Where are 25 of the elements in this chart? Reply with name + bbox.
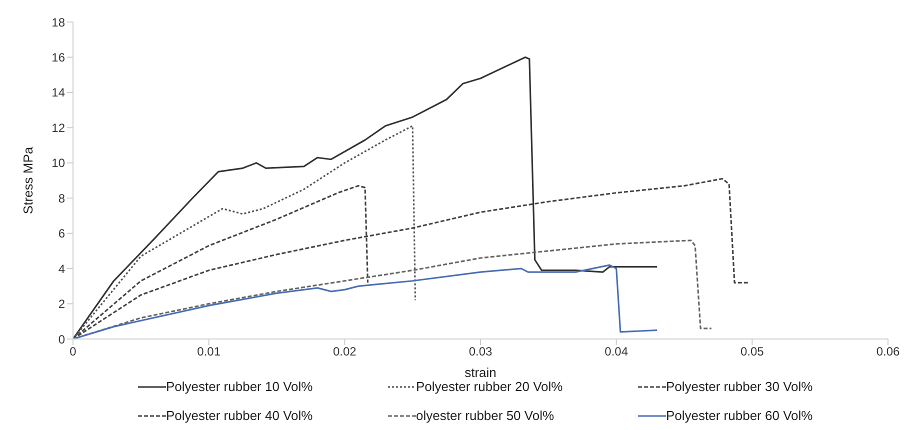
y-tick-label: 16	[52, 50, 66, 64]
legend-label: Polyester rubber 40 Vol%	[166, 408, 313, 423]
y-tick-label: 10	[52, 156, 66, 170]
y-axis-title: Stress MPa	[20, 146, 36, 214]
x-tick-label: 0.01	[197, 344, 221, 359]
x-tick-label: 0.06	[876, 344, 900, 359]
legend-label: Polyester rubber 60 Vol%	[666, 408, 813, 423]
y-tick-label: 14	[52, 86, 66, 100]
y-tick-label: 8	[58, 191, 66, 206]
y-tick-label: 4	[58, 262, 66, 276]
legend-label: Polyester rubber 10 Vol%	[166, 379, 313, 394]
x-axis-title: strain	[464, 365, 496, 380]
y-tick-label: 6	[58, 226, 66, 241]
x-tick-label: 0	[70, 344, 77, 359]
x-tick-label: 0.02	[332, 344, 357, 359]
y-tick-label: 12	[52, 120, 66, 135]
y-tick-label: 18	[52, 15, 66, 30]
legend-label: olyester rubber 50 Vol%	[416, 408, 554, 423]
legend-label: Polyester rubber 20 Vol%	[416, 379, 563, 394]
y-tick-label: 0	[58, 332, 66, 346]
x-tick-label: 0.05	[740, 344, 764, 359]
y-tick-label: 2	[58, 297, 66, 312]
legend-label: Polyester rubber 30 Vol%	[666, 379, 813, 394]
x-tick-label: 0.04	[604, 344, 628, 359]
x-tick-label: 0.03	[468, 344, 492, 359]
